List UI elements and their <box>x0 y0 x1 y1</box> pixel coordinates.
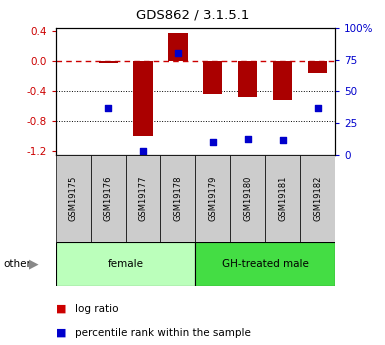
Text: GSM19180: GSM19180 <box>243 176 252 221</box>
Text: GDS862 / 3.1.5.1: GDS862 / 3.1.5.1 <box>136 9 249 22</box>
Bar <box>56 241 195 286</box>
Point <box>315 105 321 111</box>
Point <box>140 149 146 154</box>
Bar <box>168 33 187 61</box>
Bar <box>230 155 265 242</box>
Text: GSM19176: GSM19176 <box>104 176 113 221</box>
Bar <box>308 61 327 73</box>
Text: log ratio: log ratio <box>75 304 119 314</box>
Bar <box>300 155 335 242</box>
Bar <box>56 155 91 242</box>
Text: GSM19177: GSM19177 <box>139 176 147 221</box>
Point <box>175 50 181 56</box>
Bar <box>161 155 195 242</box>
Text: percentile rank within the sample: percentile rank within the sample <box>75 328 251 338</box>
Text: female: female <box>107 259 144 269</box>
Text: ▶: ▶ <box>29 257 38 270</box>
Bar <box>126 155 161 242</box>
Point <box>280 137 286 143</box>
Text: ■: ■ <box>56 304 66 314</box>
Bar <box>195 155 230 242</box>
Text: GSM19182: GSM19182 <box>313 176 322 221</box>
Point <box>244 136 251 141</box>
Bar <box>91 155 126 242</box>
Text: GSM19179: GSM19179 <box>208 176 218 221</box>
Text: GSM19178: GSM19178 <box>173 176 182 221</box>
Text: GH-treated male: GH-treated male <box>222 259 309 269</box>
Text: other: other <box>4 259 32 269</box>
Point <box>210 140 216 145</box>
Bar <box>99 61 118 63</box>
Text: GSM19175: GSM19175 <box>69 176 78 221</box>
Bar <box>265 155 300 242</box>
Bar <box>203 61 223 94</box>
Text: GSM19181: GSM19181 <box>278 176 287 221</box>
Bar <box>273 61 292 100</box>
Text: ■: ■ <box>56 328 66 338</box>
Point <box>105 105 111 111</box>
Bar <box>134 61 152 137</box>
Bar <box>195 241 335 286</box>
Bar <box>238 61 257 97</box>
